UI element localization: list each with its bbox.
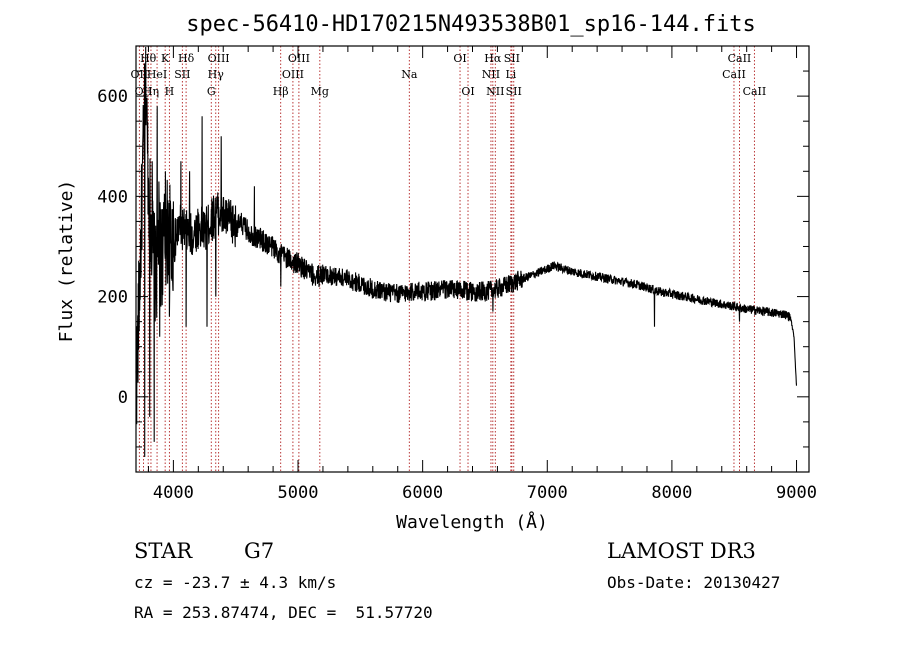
line-marker-label: Hγ xyxy=(208,68,225,81)
line-marker-label: NII xyxy=(482,68,500,81)
obs-date: Obs-Date: 20130427 xyxy=(607,573,781,592)
line-marker-label: K xyxy=(161,52,170,65)
line-marker-label: Li xyxy=(505,68,516,81)
line-marker-label: Hα xyxy=(484,52,502,65)
x-tick-label: 9000 xyxy=(776,483,817,503)
line-marker-label: H xyxy=(165,85,175,98)
y-tick-label: 600 xyxy=(97,87,128,107)
line-marker-label: Hη xyxy=(143,85,159,98)
line-marker-label: OII xyxy=(135,85,153,98)
line-marker-labels: OII OII Hθ Hη HeI K H SII Hδ G Hγ OIII Hβ OIII OIII Mg N… xyxy=(131,52,767,98)
coordinates-text: RA = 253.87474, DEC = 51.57720 xyxy=(134,603,433,622)
line-marker-label: OIII xyxy=(288,52,310,65)
x-tick-label: 8000 xyxy=(651,483,692,503)
line-marker-lines xyxy=(138,46,755,472)
x-tick-label: 7000 xyxy=(527,483,568,503)
line-marker-label: Mg xyxy=(311,85,329,98)
line-marker-label: OIII xyxy=(282,68,304,81)
line-marker-label: SII xyxy=(504,52,520,65)
survey-name: LAMOST DR3 xyxy=(607,539,756,563)
x-tick-label: 4000 xyxy=(153,483,194,503)
line-marker-label: Hθ xyxy=(140,52,157,65)
spectrum-line xyxy=(135,46,798,458)
x-tick-label: 6000 xyxy=(402,483,443,503)
line-marker-label: SII xyxy=(174,68,190,81)
y-axis-label: Flux (relative) xyxy=(56,180,77,343)
line-marker-label: Hδ xyxy=(178,52,195,65)
plot-frame xyxy=(135,45,810,473)
line-marker-label: Na xyxy=(401,68,418,81)
redshift-text: cz = -23.7 ± 4.3 km/s xyxy=(134,573,337,592)
x-axis-label: Wavelength (Å) xyxy=(396,511,548,533)
axis-tick-labels: 4000 5000 6000 7000 8000 9000 0 200 400 600 xyxy=(97,87,817,503)
y-tick-label: 200 xyxy=(97,288,128,308)
y-tick-label: 0 xyxy=(118,388,128,408)
object-type: STAR xyxy=(134,539,193,563)
line-marker-label: CaII xyxy=(743,85,767,98)
line-marker-label: OIII xyxy=(208,52,230,65)
line-marker-label: NII xyxy=(486,85,504,98)
line-marker-label: OI xyxy=(453,52,466,65)
chart-title: spec-56410-HD170215N493538B01_sp16-144.f… xyxy=(186,12,756,37)
x-tick-label: 5000 xyxy=(278,483,319,503)
line-marker-label: G xyxy=(207,85,216,98)
line-marker-label: CaII xyxy=(722,68,746,81)
axis-ticks xyxy=(136,45,809,472)
line-marker-label: OII xyxy=(131,68,149,81)
y-tick-label: 400 xyxy=(97,187,128,207)
line-marker-label: HeI xyxy=(147,68,167,81)
line-marker-label: SII xyxy=(506,85,522,98)
line-marker-label: CaII xyxy=(728,52,752,65)
object-subclass: G7 xyxy=(244,539,275,563)
line-marker-label: OI xyxy=(461,85,474,98)
line-marker-label: Hβ xyxy=(273,85,289,98)
